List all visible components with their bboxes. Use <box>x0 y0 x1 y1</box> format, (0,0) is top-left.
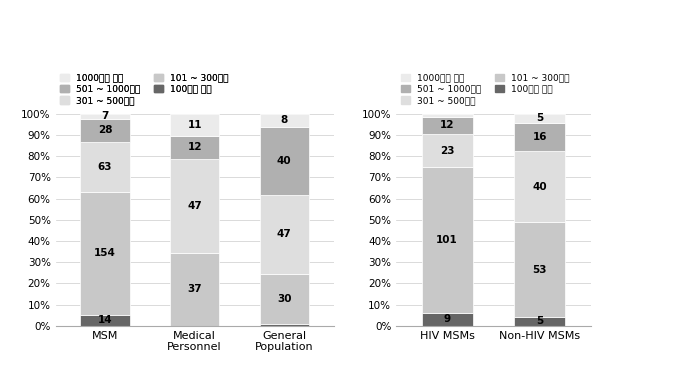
Bar <box>260 194 309 274</box>
Text: 11: 11 <box>188 120 202 130</box>
Bar <box>422 134 473 167</box>
Bar <box>514 151 565 222</box>
Text: 40: 40 <box>532 182 547 192</box>
Bar <box>422 313 473 326</box>
Legend: 1000만원 이상, 501 ~ 1000만원, 301 ~ 500만원, 101 ~ 300만원, 100만원 이만: 1000만원 이상, 501 ~ 1000만원, 301 ~ 500만원, 10… <box>400 74 569 105</box>
Bar <box>514 123 565 151</box>
Bar <box>170 159 219 252</box>
Legend: 1000만원 이상, 501 ~ 1000만원, 301 ~ 500만원, 101 ~ 300만원, 100만원 이만: 1000만원 이상, 501 ~ 1000만원, 301 ~ 500만원, 10… <box>60 74 229 105</box>
Text: 47: 47 <box>277 229 292 239</box>
Bar <box>80 192 129 315</box>
Text: 12: 12 <box>440 120 455 130</box>
Bar <box>170 114 219 136</box>
Bar <box>260 127 309 194</box>
Text: 47: 47 <box>187 201 202 211</box>
Bar <box>170 252 219 326</box>
Text: 37: 37 <box>187 284 202 294</box>
Bar <box>260 114 309 127</box>
Bar <box>80 119 129 142</box>
Bar <box>422 167 473 313</box>
Text: 5: 5 <box>536 113 543 123</box>
Bar <box>80 114 129 119</box>
Text: 101: 101 <box>436 235 458 245</box>
Text: 28: 28 <box>98 125 112 135</box>
Bar <box>422 114 473 117</box>
Text: 23: 23 <box>440 146 455 155</box>
Text: 7: 7 <box>101 111 108 122</box>
Text: 40: 40 <box>277 156 292 166</box>
Text: 14: 14 <box>97 315 112 325</box>
Bar <box>170 136 219 159</box>
Text: 12: 12 <box>188 143 202 152</box>
Bar <box>514 317 565 326</box>
Text: 5: 5 <box>536 316 543 326</box>
Text: 63: 63 <box>98 162 112 172</box>
Text: 8: 8 <box>281 116 288 125</box>
Text: 16: 16 <box>532 132 547 142</box>
Bar <box>514 222 565 317</box>
Bar <box>80 315 129 326</box>
Bar <box>260 274 309 324</box>
Text: 30: 30 <box>277 294 291 304</box>
Bar <box>514 114 565 123</box>
Text: 9: 9 <box>443 315 450 324</box>
Bar <box>80 142 129 192</box>
Bar <box>260 324 309 326</box>
Text: 154: 154 <box>94 248 116 258</box>
Text: 53: 53 <box>532 265 547 275</box>
Bar <box>422 117 473 134</box>
